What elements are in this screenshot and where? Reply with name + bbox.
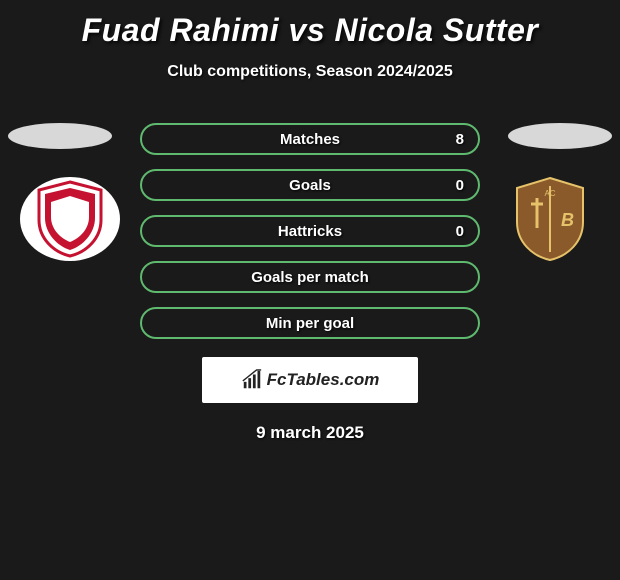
stat-label: Goals — [289, 177, 331, 194]
stat-row-hattricks: Hattricks 0 — [140, 215, 480, 247]
shield-icon: B AC — [511, 176, 589, 262]
stat-row-min-per-goal: Min per goal — [140, 307, 480, 339]
stat-right-value: 8 — [456, 131, 464, 148]
svg-text:B: B — [561, 210, 574, 230]
watermark: FcTables.com — [202, 357, 418, 403]
stat-label: Goals per match — [251, 269, 369, 286]
stat-label: Min per goal — [266, 315, 354, 332]
page-title: Fuad Rahimi vs Nicola Sutter — [0, 0, 620, 49]
stat-label: Matches — [280, 131, 340, 148]
stat-right-value: 0 — [456, 223, 464, 240]
bar-chart-icon — [241, 369, 263, 391]
stat-right-value: 0 — [456, 177, 464, 194]
player-silhouette-right — [508, 123, 612, 149]
svg-text:AC: AC — [544, 189, 555, 198]
club-badge-right: B AC — [500, 177, 600, 261]
date-label: 9 march 2025 — [0, 423, 620, 443]
stat-row-matches: Matches 8 — [140, 123, 480, 155]
shield-icon — [35, 180, 105, 258]
club-badge-left — [20, 177, 120, 261]
subtitle: Club competitions, Season 2024/2025 — [0, 63, 620, 81]
stat-row-goals-per-match: Goals per match — [140, 261, 480, 293]
watermark-text: FcTables.com — [267, 370, 380, 390]
stats-area: B AC Matches 8 Goals 0 Hattricks 0 Goals… — [0, 123, 620, 443]
stat-row-goals: Goals 0 — [140, 169, 480, 201]
stat-label: Hattricks — [278, 223, 342, 240]
player-silhouette-left — [8, 123, 112, 149]
stat-rows: Matches 8 Goals 0 Hattricks 0 Goals per … — [140, 123, 480, 339]
